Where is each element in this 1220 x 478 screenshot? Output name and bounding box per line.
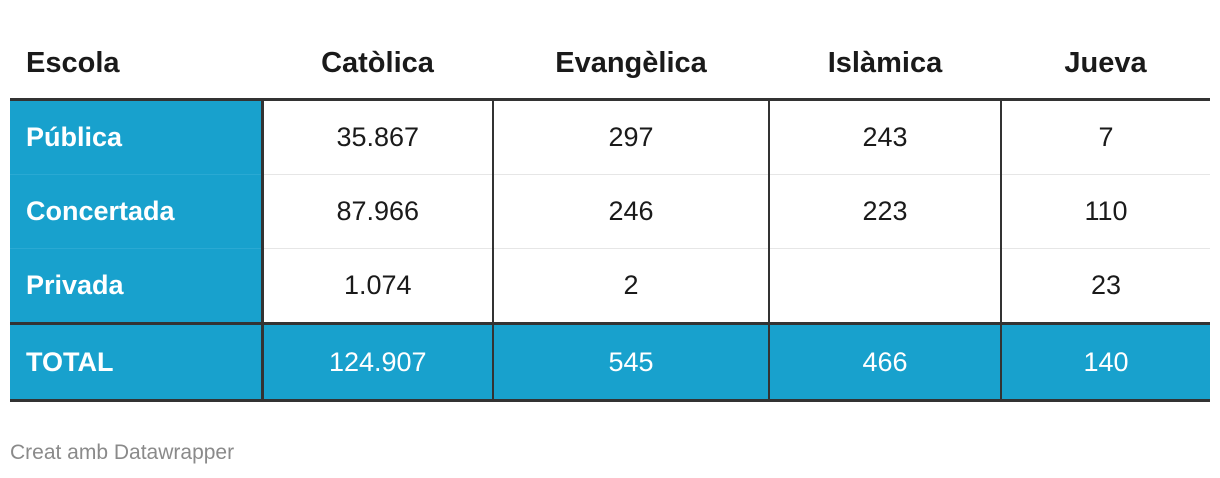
table-row-publica: Pública 35.867 297 243 7 bbox=[10, 99, 1210, 175]
cell-publica-evangelica: 297 bbox=[492, 99, 769, 175]
data-table-container: Escola Catòlica Evangèlica Islàmica Juev… bbox=[10, 28, 1210, 402]
cell-concertada-jueva: 110 bbox=[1000, 174, 1210, 249]
row-label-privada: Privada bbox=[10, 248, 263, 325]
cell-publica-catolica: 35.867 bbox=[260, 99, 493, 175]
cell-privada-catolica: 1.074 bbox=[260, 248, 493, 325]
cell-publica-islamica: 243 bbox=[768, 99, 1001, 175]
cell-privada-jueva: 23 bbox=[1000, 248, 1210, 325]
table-row-concertada: Concertada 87.966 246 223 110 bbox=[10, 174, 1210, 249]
row-label-concertada: Concertada bbox=[10, 174, 263, 249]
cell-total-evangelica: 545 bbox=[492, 323, 769, 402]
cell-privada-islamica bbox=[768, 248, 1001, 325]
cell-total-jueva: 140 bbox=[1000, 323, 1210, 402]
religion-schools-table: Escola Catòlica Evangèlica Islàmica Juev… bbox=[10, 28, 1210, 402]
column-header-evangelica: Evangèlica bbox=[493, 28, 769, 101]
column-header-islamica: Islàmica bbox=[769, 28, 1001, 101]
cell-concertada-islamica: 223 bbox=[768, 174, 1001, 249]
cell-total-catolica: 124.907 bbox=[260, 323, 493, 402]
table-header-row: Escola Catòlica Evangèlica Islàmica Juev… bbox=[10, 28, 1210, 101]
datawrapper-credit: Creat amb Datawrapper bbox=[10, 441, 235, 464]
column-header-catolica: Catòlica bbox=[262, 28, 493, 101]
cell-publica-jueva: 7 bbox=[1000, 99, 1210, 175]
cell-concertada-catolica: 87.966 bbox=[260, 174, 493, 249]
row-label-publica: Pública bbox=[10, 99, 263, 175]
cell-privada-evangelica: 2 bbox=[492, 248, 769, 325]
cell-total-islamica: 466 bbox=[768, 323, 1001, 402]
row-label-total: TOTAL bbox=[10, 323, 262, 402]
table-total-row: TOTAL 124.907 545 466 140 bbox=[10, 323, 1210, 402]
table-row-privada: Privada 1.074 2 23 bbox=[10, 248, 1210, 325]
column-header-escola: Escola bbox=[10, 28, 262, 101]
cell-concertada-evangelica: 246 bbox=[492, 174, 769, 249]
column-header-jueva: Jueva bbox=[1001, 28, 1210, 101]
